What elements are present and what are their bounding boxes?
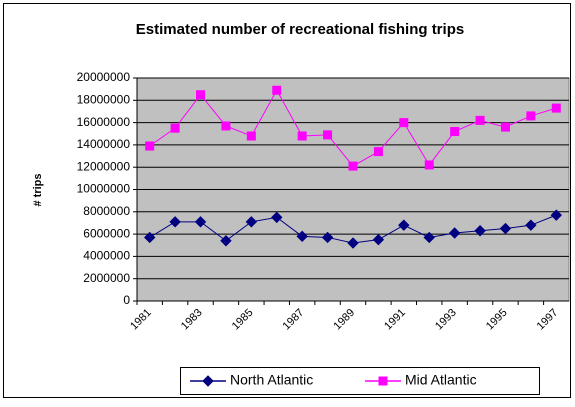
data-point	[323, 130, 333, 140]
data-point	[272, 85, 282, 95]
y-tick-label: 0	[123, 293, 130, 307]
data-point	[297, 131, 307, 141]
data-point	[450, 127, 460, 137]
y-tick-label: 14000000	[77, 137, 131, 151]
data-point	[423, 231, 435, 244]
data-point	[246, 131, 256, 141]
data-point	[221, 121, 231, 131]
data-point	[321, 231, 334, 244]
legend-label: Mid Atlantic	[405, 372, 477, 388]
data-point	[448, 227, 461, 239]
y-tick-label: 16000000	[77, 115, 131, 129]
legend-marker	[378, 376, 388, 386]
data-point	[424, 160, 434, 170]
data-point	[194, 216, 207, 228]
data-point	[373, 147, 383, 157]
legend-label: North Atlantic	[230, 372, 313, 388]
data-point	[399, 118, 409, 128]
data-point	[499, 222, 512, 235]
data-point	[347, 237, 359, 249]
data-point	[551, 103, 561, 113]
y-tick-label: 4000000	[83, 249, 130, 263]
data-point	[220, 235, 232, 247]
data-point	[196, 90, 206, 100]
legend-box	[180, 367, 540, 395]
data-point	[271, 211, 283, 224]
y-tick-label: 10000000	[77, 182, 131, 196]
data-point	[170, 123, 180, 133]
data-point	[296, 230, 308, 243]
y-tick-label: 12000000	[77, 159, 131, 173]
data-point	[475, 115, 485, 125]
y-tick-label: 6000000	[83, 226, 130, 240]
data-point	[550, 209, 563, 221]
chart-title: Estimated number of recreational fishing…	[136, 21, 464, 38]
data-point	[145, 141, 155, 151]
data-point	[474, 225, 486, 237]
data-point	[525, 219, 537, 231]
data-point	[348, 161, 358, 171]
data-point	[526, 111, 536, 121]
legend-marker	[202, 375, 214, 387]
data-point	[500, 122, 510, 132]
data-point	[372, 233, 385, 246]
data-point	[169, 216, 181, 228]
data-point	[245, 216, 258, 228]
data-point	[143, 231, 156, 244]
y-axis-label: # trips	[32, 173, 44, 206]
y-tick-label: 8000000	[83, 204, 130, 218]
data-point	[398, 219, 410, 231]
y-tick-label: 18000000	[77, 92, 131, 106]
y-tick-label: 20000000	[77, 70, 131, 84]
y-tick-label: 2000000	[83, 271, 130, 285]
